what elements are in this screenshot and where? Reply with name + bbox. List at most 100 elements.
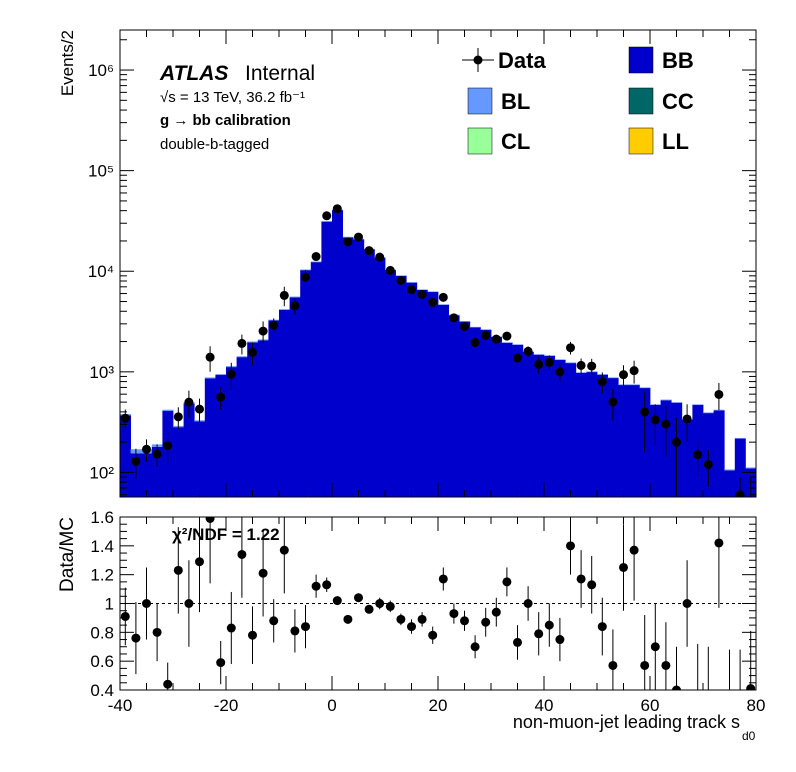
ratio-point — [619, 562, 628, 572]
ratio-point — [555, 635, 565, 645]
y-axis-label: Events/2 — [58, 30, 77, 96]
legend-marker — [473, 55, 483, 65]
stack-bar — [204, 378, 216, 497]
energy-label: √s = 13 TeV, 36.2 fb⁻¹ — [160, 89, 305, 106]
data-point — [608, 397, 618, 407]
data-point — [279, 290, 289, 300]
data-point — [269, 320, 279, 330]
data-point — [449, 313, 459, 323]
stack-bar — [151, 446, 163, 497]
data-point — [693, 450, 703, 460]
y-axis-label: Data/MC — [57, 517, 78, 592]
ratio-point — [385, 601, 395, 611]
ratio-point — [491, 607, 501, 617]
ratio-point — [354, 593, 363, 603]
stack-bar — [226, 367, 237, 497]
data-point — [523, 346, 533, 356]
data-point — [650, 415, 660, 425]
data-point — [375, 252, 385, 262]
data-point — [460, 322, 469, 332]
stack-bar — [204, 377, 216, 379]
ratio-point — [237, 549, 247, 559]
ratio-point — [481, 617, 491, 627]
stack-bar — [650, 405, 661, 497]
ratio-point — [311, 581, 321, 591]
stack-bar — [533, 354, 545, 497]
stack-bar — [406, 282, 418, 283]
stack-bar — [491, 337, 502, 497]
stack-bar — [639, 387, 651, 389]
stack-bar — [395, 275, 407, 276]
data-point — [290, 301, 300, 311]
data-point — [142, 444, 151, 454]
y-tick-label: 10⁴ — [88, 262, 114, 281]
stack-bar — [310, 261, 322, 263]
ratio-point — [195, 557, 204, 567]
data-point — [248, 347, 257, 357]
ratio-point — [523, 599, 533, 608]
ratio-point — [587, 580, 597, 590]
ratio-point — [120, 611, 130, 621]
ratio-point — [470, 642, 480, 652]
stack-bar — [565, 362, 577, 364]
y-tick-label: 0.8 — [90, 623, 114, 642]
stack-bar — [268, 320, 280, 497]
stack-bar — [310, 262, 322, 497]
stack-bar — [692, 404, 704, 406]
stack-bar — [703, 412, 714, 414]
legend: Data BB BL CC CL LL — [462, 46, 694, 155]
ratio-point — [449, 609, 459, 619]
stack-bar — [671, 402, 683, 403]
stack-bar — [247, 341, 259, 343]
data-point — [385, 265, 395, 275]
stack-bar — [597, 374, 608, 497]
stack-bar — [554, 359, 566, 361]
ratio-point — [502, 577, 512, 587]
stack-bar — [300, 269, 312, 271]
stack-bar — [395, 275, 407, 497]
tagging-label: double-b-tagged — [160, 136, 269, 153]
ratio-point — [661, 660, 671, 670]
x-tick-label: 80 — [747, 696, 766, 715]
stack-bar — [247, 342, 259, 497]
data-points — [120, 204, 752, 497]
stack-bar — [236, 356, 248, 358]
data-point — [301, 272, 310, 282]
ratio-point — [364, 604, 374, 614]
stack-bar — [279, 309, 290, 310]
legend-swatch — [467, 127, 493, 155]
y-tick-label: 10⁶ — [88, 61, 114, 80]
ratio-point — [597, 622, 607, 632]
stack-bar — [427, 292, 439, 497]
ratio-point — [566, 541, 575, 551]
stack-bar — [342, 237, 354, 497]
data-point — [131, 456, 141, 466]
data-point — [237, 338, 247, 348]
data-point — [195, 404, 204, 414]
ratio-point — [258, 568, 268, 578]
data-point — [322, 211, 332, 221]
y-tick-label: 0.4 — [90, 681, 114, 700]
data-point — [587, 361, 597, 371]
stack-bar — [438, 304, 449, 305]
legend-swatch — [628, 87, 654, 115]
data-point — [205, 352, 215, 362]
ratio-point — [343, 614, 353, 624]
stack-bar — [459, 321, 471, 322]
stack-bar — [173, 427, 184, 497]
data-point — [672, 437, 681, 447]
data-point — [714, 389, 724, 399]
data-point — [216, 392, 226, 402]
stack-bar — [554, 360, 566, 497]
data-point — [555, 367, 565, 377]
stack-bar — [586, 372, 598, 497]
ratio-point — [332, 596, 342, 606]
stack-bar — [289, 296, 301, 298]
data-point — [417, 289, 427, 299]
data-point — [354, 232, 363, 242]
data-point — [640, 407, 650, 417]
stack-bar — [416, 289, 428, 497]
legend-label: LL — [662, 129, 689, 154]
data-point — [661, 419, 671, 429]
stack-bar — [215, 375, 227, 497]
